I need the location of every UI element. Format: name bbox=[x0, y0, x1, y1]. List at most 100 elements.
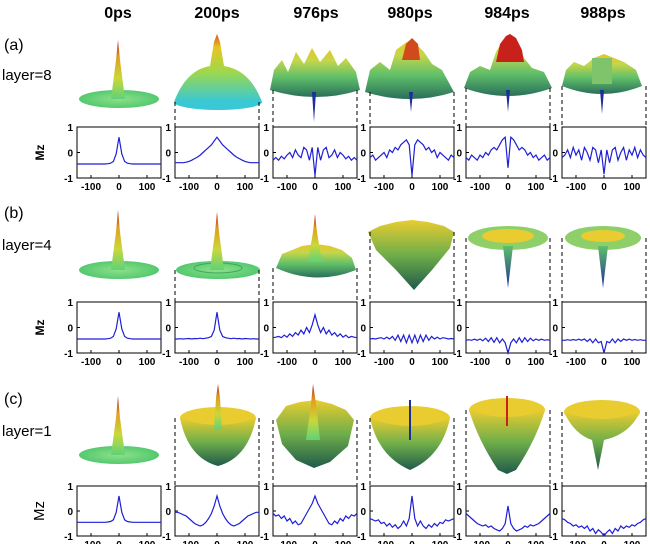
mz-series-line bbox=[175, 493, 259, 527]
x-tick-label: 0 bbox=[214, 357, 220, 368]
y-tick-label: -1 bbox=[453, 532, 462, 543]
x-tick-label: 0 bbox=[601, 357, 607, 368]
mz-series-line bbox=[561, 517, 647, 537]
plot-frame bbox=[465, 126, 551, 179]
surface-b-976ps bbox=[276, 214, 356, 278]
y-tick-label: 0 bbox=[263, 149, 269, 160]
x-tick-label: -100 bbox=[179, 182, 199, 193]
time-label-976ps: 976ps bbox=[293, 5, 338, 22]
x-tick-label: 0 bbox=[409, 540, 415, 544]
y-tick-label: 1 bbox=[552, 298, 558, 309]
x-tick-label: -100 bbox=[277, 540, 297, 544]
mz-series-line bbox=[175, 312, 259, 340]
mz-series-line bbox=[272, 146, 358, 176]
y-tick-label: 1 bbox=[165, 298, 171, 309]
panel-label-b: (b) bbox=[4, 205, 24, 222]
mz-series-line bbox=[465, 336, 551, 356]
y-tick-label: 1 bbox=[456, 298, 462, 309]
x-tick-label: 0 bbox=[312, 357, 318, 368]
x-tick-label: 100 bbox=[432, 357, 449, 368]
y-tick-label: 1 bbox=[456, 123, 462, 134]
mz-panel-layer1-988ps: -100 0 100 1 0 -1 bbox=[549, 412, 647, 544]
x-tick-label: 0 bbox=[505, 540, 511, 544]
x-tick-label: 100 bbox=[335, 540, 352, 544]
mz-series-line bbox=[175, 136, 259, 164]
layer-label-4: layer=4 bbox=[2, 237, 52, 254]
panel-label-c: (c) bbox=[4, 391, 23, 408]
y-tick-label: 1 bbox=[263, 482, 269, 493]
x-tick-label: 0 bbox=[312, 540, 318, 544]
time-label-988ps: 988ps bbox=[580, 5, 625, 22]
x-tick-label: 0 bbox=[116, 540, 122, 544]
surface-c-984ps bbox=[469, 396, 545, 474]
x-tick-label: 0 bbox=[312, 182, 318, 193]
mz-series-line bbox=[77, 495, 161, 523]
y-axis-label: Mz bbox=[31, 501, 48, 521]
plot-frame bbox=[561, 485, 647, 537]
mz-panel-layer4-984ps: -100 0 100 1 0 -1 bbox=[453, 238, 551, 368]
y-tick-label: 0 bbox=[360, 324, 366, 335]
x-tick-label: -100 bbox=[81, 182, 101, 193]
y-tick-label: -1 bbox=[357, 174, 366, 185]
mz-panel-layer1-200ps: -100 0 100 1 0 -1 bbox=[162, 418, 260, 544]
x-tick-label: -100 bbox=[179, 540, 199, 544]
x-tick-label: -100 bbox=[566, 182, 586, 193]
x-tick-label: 100 bbox=[237, 357, 254, 368]
surface-c-988ps bbox=[564, 400, 640, 470]
mz-panel-layer8-980ps: -100 0 100 1 0 -1 bbox=[357, 92, 455, 193]
x-tick-label: 0 bbox=[505, 357, 511, 368]
surface-a-980ps bbox=[365, 38, 454, 112]
layer-label-1: layer=1 bbox=[2, 423, 52, 440]
y-axis-label: Mz bbox=[33, 145, 47, 161]
x-tick-label: 100 bbox=[624, 540, 641, 544]
layer-label-8: layer=8 bbox=[2, 67, 52, 84]
y-tick-label: 1 bbox=[165, 482, 171, 493]
surface-a-976ps bbox=[270, 48, 360, 122]
plot-frame bbox=[272, 485, 358, 537]
y-tick-label: -1 bbox=[162, 174, 171, 185]
y-tick-label: 1 bbox=[263, 298, 269, 309]
y-tick-label: -1 bbox=[162, 349, 171, 360]
x-tick-label: -100 bbox=[470, 357, 490, 368]
y-tick-label: -1 bbox=[357, 532, 366, 543]
plot-frame bbox=[465, 301, 551, 354]
time-header: 0ps 200ps 976ps 980ps 984ps 988ps bbox=[104, 5, 626, 22]
y-tick-label: -1 bbox=[64, 174, 73, 185]
x-tick-label: 100 bbox=[335, 357, 352, 368]
x-tick-label: -100 bbox=[470, 540, 490, 544]
plot-frame bbox=[76, 301, 162, 354]
time-label-984ps: 984ps bbox=[484, 5, 529, 22]
x-tick-label: -100 bbox=[81, 540, 101, 544]
y-tick-label: 0 bbox=[360, 507, 366, 518]
surface-a-988ps bbox=[562, 54, 642, 114]
mz-series-line bbox=[77, 137, 161, 165]
mz-series-line bbox=[369, 138, 455, 176]
x-tick-label: 0 bbox=[214, 182, 220, 193]
mz-series-line bbox=[369, 333, 455, 345]
y-tick-label: -1 bbox=[453, 349, 462, 360]
x-tick-label: 100 bbox=[528, 182, 545, 193]
y-tick-label: 1 bbox=[360, 123, 366, 134]
mz-panel-layer8-0ps: -100 0 100 1 0 -1 Mz bbox=[33, 123, 162, 193]
surface-b-988ps bbox=[565, 226, 641, 288]
mz-series-line bbox=[272, 312, 358, 339]
x-tick-label: 100 bbox=[624, 357, 641, 368]
mz-series-line bbox=[369, 495, 455, 530]
x-tick-label: 100 bbox=[335, 182, 352, 193]
plot-frame bbox=[174, 126, 260, 179]
x-tick-label: 100 bbox=[139, 357, 156, 368]
y-tick-label: 1 bbox=[360, 298, 366, 309]
x-tick-label: -100 bbox=[470, 182, 490, 193]
x-tick-label: -100 bbox=[374, 357, 394, 368]
x-tick-label: -100 bbox=[81, 357, 101, 368]
plot-frame bbox=[561, 301, 647, 354]
y-tick-label: -1 bbox=[260, 349, 269, 360]
panel-label-a: (a) bbox=[4, 37, 24, 54]
time-label-200ps: 200ps bbox=[194, 5, 239, 22]
x-tick-label: -100 bbox=[374, 182, 394, 193]
surface-a-0ps bbox=[79, 40, 159, 108]
x-tick-label: 0 bbox=[116, 182, 122, 193]
x-tick-label: -100 bbox=[179, 357, 199, 368]
y-tick-label: 0 bbox=[67, 507, 73, 518]
